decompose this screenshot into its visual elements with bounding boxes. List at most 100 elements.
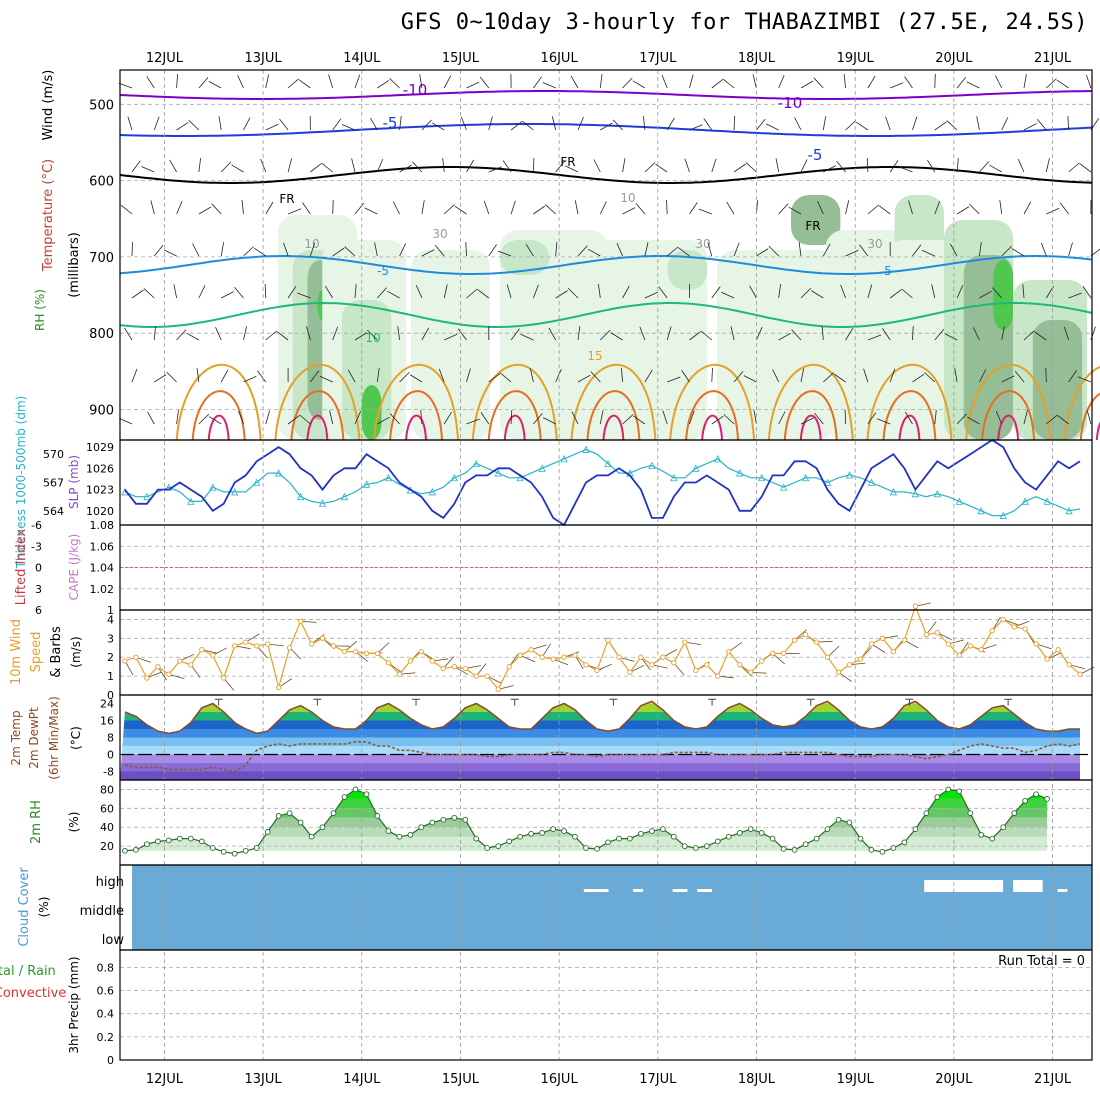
rh-point [715,839,720,844]
rh-point [847,820,852,825]
wind-speed-point [584,663,588,667]
wind-barb [299,80,310,88]
wind-barb [712,368,713,382]
wind-speed-point [167,672,171,676]
wind-speed-point [716,674,720,678]
wind-barb [844,74,846,88]
rh-point [781,847,786,852]
precip-tick: 0.4 [97,1008,115,1021]
wind-speed-point [935,631,939,635]
wind-barb [342,125,355,131]
date-label-top: 18JUL [738,51,776,66]
temp-band [120,704,1092,713]
wind-ylabel-4: (m/s) [69,636,83,667]
rh-band [120,808,1092,817]
wind-barb [489,117,493,131]
chart-title: GFS 0~10day 3-hourly for THABAZIMBI (27.… [0,10,1088,35]
wind-barb [199,77,208,88]
wind-barb [533,158,534,172]
rh-point [364,792,369,797]
wind-barb [177,201,183,214]
wind-barb [365,208,378,214]
wind-speed-point [749,670,753,674]
wind-speed-point [485,674,489,678]
wind-speed-point [298,619,302,623]
wind-speed-point [1023,627,1027,631]
rh-point [682,844,687,849]
wind-barb [167,372,177,382]
panel-frame-slp [120,440,1092,525]
rh-point [650,829,655,834]
wind-speed-point [1067,663,1071,667]
wind-barb [141,167,154,173]
rh-point [639,831,644,836]
wind-barb [288,159,292,173]
wind-ylabel-1: 10m Wind [9,619,24,685]
upper-ytick: 500 [89,98,114,113]
wind-tick: 2 [107,651,114,664]
wind-barb [444,205,454,215]
cloud-tick: low [102,933,125,948]
rh-point [562,829,567,834]
wind-speed-point [386,661,390,665]
wind-barb [461,117,466,130]
cape-ylabel: CAPE (J/kg) [67,534,81,601]
rh-point [166,838,171,843]
rh-point [858,836,863,841]
rh-point [276,814,281,819]
rh-point [737,831,742,836]
rh-point [331,811,336,816]
rh-point [913,827,918,832]
wind-barb [489,374,500,382]
contour-label: -5 [377,264,389,278]
wind-barb [823,116,825,130]
cloud-tick: middle [80,904,124,919]
upper-ytick: 700 [89,251,114,266]
wind-speed-point [123,659,127,663]
wind-barb [1002,117,1008,130]
wind-barb [1041,243,1046,256]
wind-barb [533,77,541,88]
contour-label: FR [279,192,294,206]
temp-band [120,755,1092,764]
wind-barb [979,162,988,172]
wind-speed-point [562,655,566,659]
wind-speed-point [891,649,895,653]
cape-tick: 1.06 [90,540,115,553]
temp-band [120,712,1092,721]
date-label-top: 12JUL [146,51,184,66]
cloud-tick: high [96,875,124,890]
temp-fill [120,695,1092,780]
wind-barb [886,117,891,130]
wind-speed-point [1078,672,1082,676]
wind-barb [199,207,211,214]
wind-speed-point [738,663,742,667]
wind-barb [1046,79,1056,89]
wind-speed-point [529,648,533,652]
wind-speed-point [825,655,829,659]
wind-barb [957,77,966,88]
wind-barb [467,160,474,172]
wind-speed-point [320,636,324,640]
rh-ylabel-1: 2m RH [29,800,44,844]
rh-point [156,839,161,844]
wind-speed-point [276,685,280,689]
wind-speed-point [760,659,764,663]
wind-barb [571,76,578,88]
rh-point [792,848,797,853]
wind-barb [177,74,178,88]
rh-point [979,832,984,837]
rh-point [474,836,479,841]
wind-barb [119,418,132,424]
wind-speed-point [200,648,204,652]
wind-barb [690,202,698,214]
wind-barb [1037,119,1046,130]
wind-barb [970,204,980,214]
wind-barb [1012,249,1024,256]
rh-point [628,836,633,841]
wind-barb [868,76,875,88]
cape-tick: 1.04 [90,562,115,575]
rh-point [188,836,193,841]
contour-label: -10 [778,94,803,112]
wind-speed-point [781,651,785,655]
